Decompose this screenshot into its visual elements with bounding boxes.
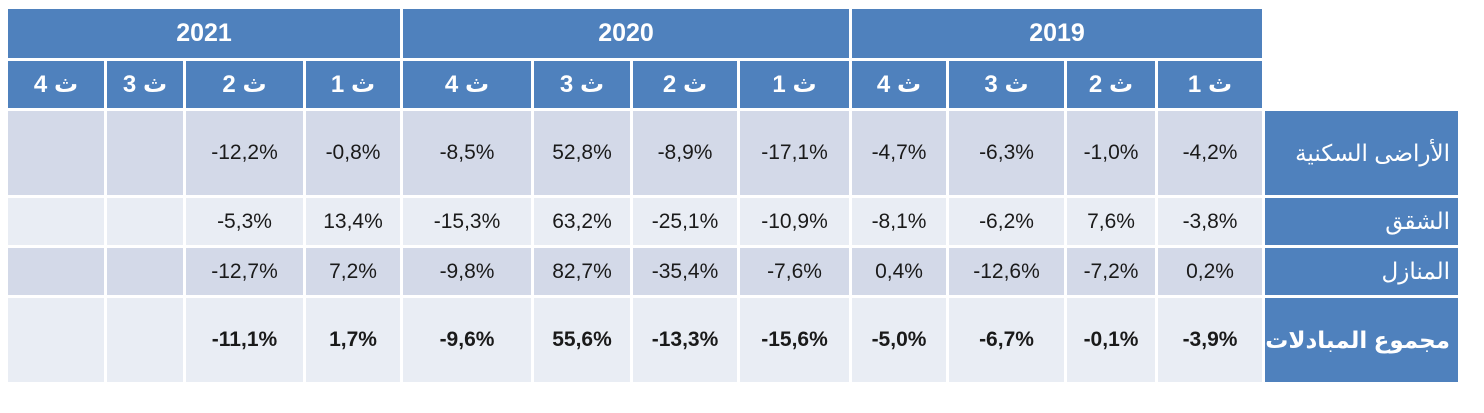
table-cell: -8,5% bbox=[403, 111, 531, 195]
table-cell bbox=[107, 248, 183, 295]
table-cell: -13,3% bbox=[633, 298, 737, 382]
table-cell: -1,0% bbox=[1067, 111, 1155, 195]
row-label: الأراضى السكنية bbox=[1265, 111, 1458, 195]
quarter-header: ث 2 bbox=[186, 61, 303, 108]
table-cell bbox=[8, 198, 104, 245]
year-header-2020: 2020 bbox=[403, 9, 849, 58]
table-row-apartments: -5,3% 13,4% -15,3% 63,2% -25,1% -10,9% -… bbox=[8, 198, 1458, 245]
table-cell: -9,6% bbox=[403, 298, 531, 382]
quarter-header: ث 3 bbox=[949, 61, 1064, 108]
table-row-total-transactions: -11,1% 1,7% -9,6% 55,6% -13,3% -15,6% -5… bbox=[8, 298, 1458, 382]
table-cell: -0,8% bbox=[306, 111, 400, 195]
table-cell: -12,6% bbox=[949, 248, 1064, 295]
table-cell: -3,8% bbox=[1158, 198, 1262, 245]
table-cell: -11,1% bbox=[186, 298, 303, 382]
row-label: المنازل bbox=[1265, 248, 1458, 295]
quarter-header: ث 4 bbox=[852, 61, 946, 108]
quarter-header: ث 4 bbox=[403, 61, 531, 108]
year-header-2021: 2021 bbox=[8, 9, 400, 58]
table-cell bbox=[8, 298, 104, 382]
table-cell: -8,9% bbox=[633, 111, 737, 195]
table-cell: 13,4% bbox=[306, 198, 400, 245]
table-cell: 7,6% bbox=[1067, 198, 1155, 245]
quarter-header: ث 3 bbox=[107, 61, 183, 108]
quarter-header: ث 2 bbox=[1067, 61, 1155, 108]
table-cell: 55,6% bbox=[534, 298, 630, 382]
row-label: مجموع المبادلات bbox=[1265, 298, 1458, 382]
table-cell bbox=[107, 298, 183, 382]
table-cell bbox=[107, 111, 183, 195]
table-cell: -7,6% bbox=[740, 248, 849, 295]
table-cell: 0,4% bbox=[852, 248, 946, 295]
table-cell: -25,1% bbox=[633, 198, 737, 245]
table-cell: -10,9% bbox=[740, 198, 849, 245]
table-cell bbox=[107, 198, 183, 245]
quarter-header: ث 2 bbox=[633, 61, 737, 108]
table-cell: -5,0% bbox=[852, 298, 946, 382]
quarter-header: ث 3 bbox=[534, 61, 630, 108]
table-cell: -7,2% bbox=[1067, 248, 1155, 295]
table-cell: 82,7% bbox=[534, 248, 630, 295]
table-cell: 0,2% bbox=[1158, 248, 1262, 295]
table-row-houses: -12,7% 7,2% -9,8% 82,7% -35,4% -7,6% 0,4… bbox=[8, 248, 1458, 295]
table-cell: -12,7% bbox=[186, 248, 303, 295]
table-cell bbox=[8, 248, 104, 295]
table-cell: -12,2% bbox=[186, 111, 303, 195]
row-label: الشقق bbox=[1265, 198, 1458, 245]
table-cell: -6,7% bbox=[949, 298, 1064, 382]
table-cell: -15,6% bbox=[740, 298, 849, 382]
quarter-header: ث 1 bbox=[1158, 61, 1262, 108]
year-header-row: 2021 2020 2019 bbox=[8, 9, 1458, 58]
table-cell: -17,1% bbox=[740, 111, 849, 195]
quarter-header-row: ث 4 ث 3 ث 2 ث 1 ث 4 ث 3 ث 2 ث 1 ث 4 ث 3 … bbox=[8, 61, 1458, 108]
table-cell: 1,7% bbox=[306, 298, 400, 382]
table-cell: -3,9% bbox=[1158, 298, 1262, 382]
table-cell: 7,2% bbox=[306, 248, 400, 295]
table-cell: -5,3% bbox=[186, 198, 303, 245]
table-cell: -35,4% bbox=[633, 248, 737, 295]
year-header-2019: 2019 bbox=[852, 9, 1262, 58]
table-cell: -6,3% bbox=[949, 111, 1064, 195]
table-cell: -6,2% bbox=[949, 198, 1064, 245]
table-cell: -9,8% bbox=[403, 248, 531, 295]
table-cell: -4,7% bbox=[852, 111, 946, 195]
table-row-residential-land: -12,2% -0,8% -8,5% 52,8% -8,9% -17,1% -4… bbox=[8, 111, 1458, 195]
table-cell: -8,1% bbox=[852, 198, 946, 245]
table-cell bbox=[8, 111, 104, 195]
table-cell: -15,3% bbox=[403, 198, 531, 245]
quarter-header: ث 1 bbox=[740, 61, 849, 108]
real-estate-quarterly-table: 2021 2020 2019 ث 4 ث 3 ث 2 ث 1 ث 4 ث 3 ث… bbox=[5, 6, 1461, 385]
corner-blank bbox=[1265, 61, 1458, 108]
table-cell: -4,2% bbox=[1158, 111, 1262, 195]
table-cell: -0,1% bbox=[1067, 298, 1155, 382]
quarter-header: ث 4 bbox=[8, 61, 104, 108]
corner-blank bbox=[1265, 9, 1458, 58]
table-cell: 63,2% bbox=[534, 198, 630, 245]
table-cell: 52,8% bbox=[534, 111, 630, 195]
quarter-header: ث 1 bbox=[306, 61, 400, 108]
